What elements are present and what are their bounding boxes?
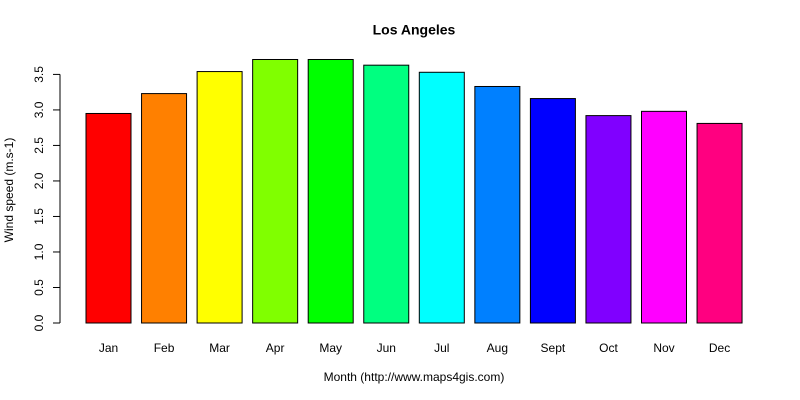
bar xyxy=(141,93,188,324)
bar xyxy=(85,112,132,324)
x-tick-label: Apr xyxy=(266,341,285,355)
bar xyxy=(307,58,354,324)
y-tick-label: 2.0 xyxy=(32,172,46,189)
x-tick-label: Jan xyxy=(99,341,118,355)
x-tick-label: Jul xyxy=(434,341,449,355)
bar xyxy=(418,71,465,324)
y-tick-label: 3.5 xyxy=(32,66,46,83)
x-tick-label: Sept xyxy=(541,341,566,355)
bar xyxy=(529,98,576,324)
x-tick-label: Dec xyxy=(709,341,730,355)
chart-title: Los Angeles xyxy=(373,22,456,38)
x-tick-label: Jun xyxy=(377,341,396,355)
bar xyxy=(196,71,243,324)
y-tick-label: 0.5 xyxy=(32,279,46,296)
bar xyxy=(585,115,632,324)
bar xyxy=(641,110,687,324)
x-tick-label: Mar xyxy=(209,341,230,355)
bar xyxy=(363,64,410,324)
x-tick-label: May xyxy=(319,341,342,355)
x-tick-label: Nov xyxy=(653,341,674,355)
y-tick-label: 1.0 xyxy=(32,243,46,260)
x-tick-label: Oct xyxy=(599,341,618,355)
bar xyxy=(252,58,299,324)
x-axis-label: Month (http://www.maps4gis.com) xyxy=(324,370,505,384)
x-tick-label: Aug xyxy=(487,341,508,355)
bar xyxy=(696,122,743,324)
x-tick-label: Feb xyxy=(154,341,175,355)
y-tick-label: 2.5 xyxy=(32,137,46,154)
bar xyxy=(474,85,521,324)
y-tick-label: 3.0 xyxy=(32,101,46,118)
y-tick-label: 1.5 xyxy=(32,208,46,225)
y-axis-label: Wind speed (m.s-1) xyxy=(2,138,16,243)
y-tick-label: 0.0 xyxy=(32,314,46,331)
